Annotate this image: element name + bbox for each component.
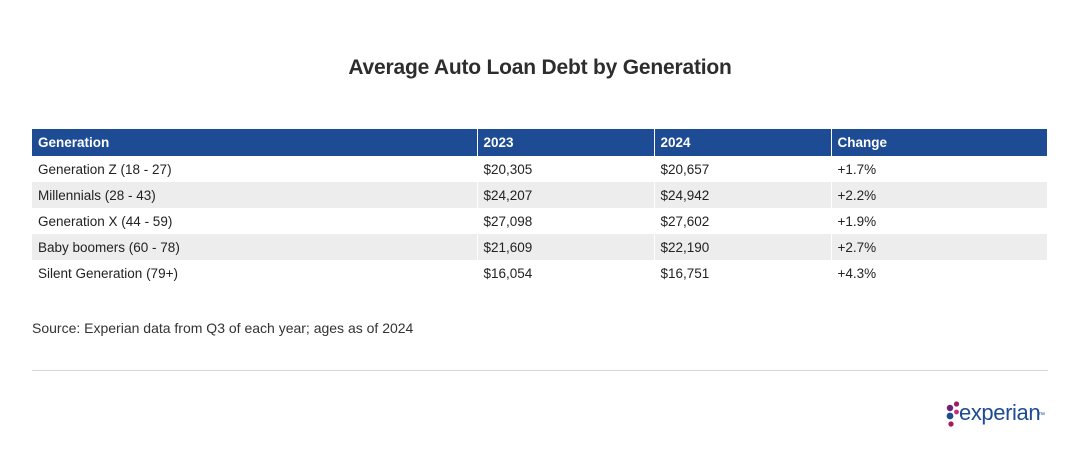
- table-row: Millennials (28 - 43) $24,207 $24,942 +2…: [32, 182, 1047, 208]
- cell-2024: $20,657: [654, 156, 832, 182]
- cell-change: +2.2%: [831, 182, 1047, 208]
- cell-2023: $27,098: [477, 208, 655, 234]
- cell-change: +2.7%: [831, 234, 1047, 260]
- table-row: Generation Z (18 - 27) $20,305 $20,657 +…: [32, 156, 1047, 182]
- cell-change: +1.9%: [831, 208, 1047, 234]
- cell-generation: Generation Z (18 - 27): [32, 156, 478, 182]
- source-note: Source: Experian data from Q3 of each ye…: [32, 320, 414, 336]
- data-table: Generation 2023 2024 Change Generation Z…: [32, 129, 1047, 286]
- experian-logo: experian ™: [946, 398, 1046, 432]
- experian-dots-icon: [946, 401, 960, 427]
- cell-2024: $22,190: [654, 234, 832, 260]
- column-header-change: Change: [831, 129, 1047, 156]
- table-row: Generation X (44 - 59) $27,098 $27,602 +…: [32, 208, 1047, 234]
- table-row: Silent Generation (79+) $16,054 $16,751 …: [32, 260, 1047, 286]
- cell-2023: $24,207: [477, 182, 655, 208]
- cell-generation: Generation X (44 - 59): [32, 208, 478, 234]
- chart-title: Average Auto Loan Debt by Generation: [348, 56, 732, 79]
- cell-2023: $20,305: [477, 156, 655, 182]
- cell-2023: $16,054: [477, 260, 655, 286]
- cell-2024: $24,942: [654, 182, 832, 208]
- experian-wordmark: experian: [959, 400, 1041, 425]
- cell-generation: Millennials (28 - 43): [32, 182, 478, 208]
- column-header-generation: Generation: [32, 129, 478, 156]
- column-header-2023: 2023: [477, 129, 655, 156]
- cell-change: +4.3%: [831, 260, 1047, 286]
- cell-generation: Baby boomers (60 - 78): [32, 234, 478, 260]
- cell-2023: $21,609: [477, 234, 655, 260]
- cell-generation: Silent Generation (79+): [32, 260, 478, 286]
- cell-change: +1.7%: [831, 156, 1047, 182]
- divider: [32, 370, 1048, 371]
- column-header-2024: 2024: [654, 129, 832, 156]
- table-header-row: Generation 2023 2024 Change: [32, 129, 1047, 156]
- cell-2024: $16,751: [654, 260, 832, 286]
- table-row: Baby boomers (60 - 78) $21,609 $22,190 +…: [32, 234, 1047, 260]
- trademark-mark: ™: [1038, 412, 1045, 419]
- cell-2024: $27,602: [654, 208, 832, 234]
